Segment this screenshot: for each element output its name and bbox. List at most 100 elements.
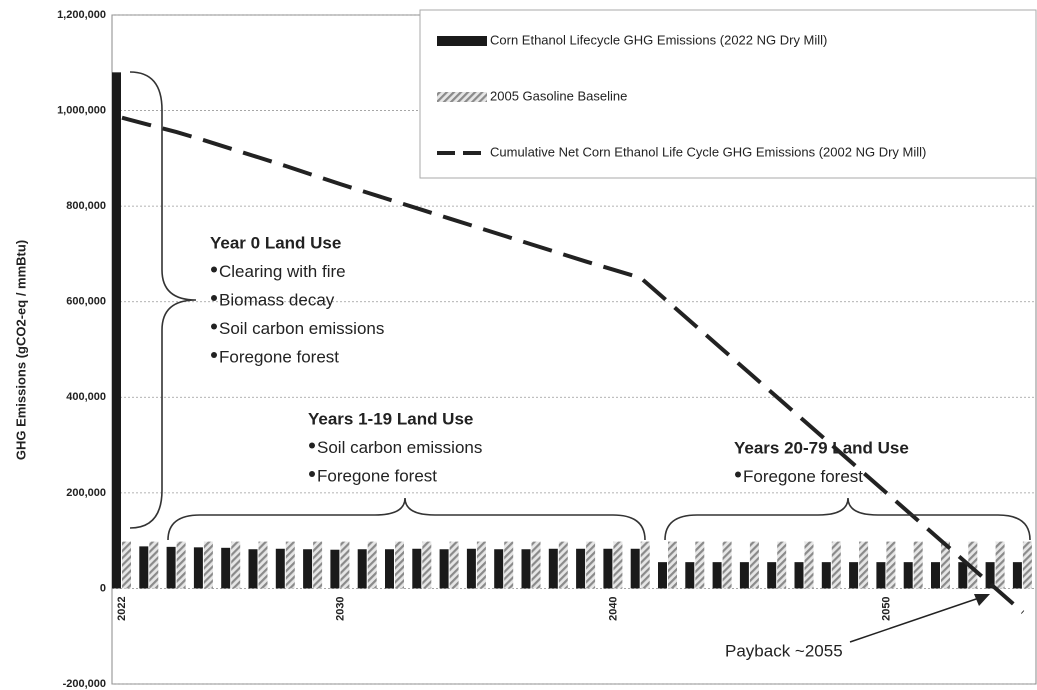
payback-arrow xyxy=(849,596,983,643)
bar xyxy=(449,541,459,589)
bar xyxy=(821,562,831,589)
annotation-item: Foregone forest xyxy=(743,467,863,486)
annotation-item: Biomass decay xyxy=(219,290,335,309)
bar xyxy=(576,548,586,589)
bar xyxy=(203,541,213,589)
bullet xyxy=(211,323,217,330)
legend-box xyxy=(419,9,1037,179)
bar xyxy=(193,547,203,589)
annotation-item: Foregone forest xyxy=(219,347,339,366)
y-tick-label: 400,000 xyxy=(66,391,106,403)
bar xyxy=(668,541,677,589)
payback-label: Payback ~2055 xyxy=(725,641,843,660)
bar xyxy=(248,549,258,589)
y-tick-label: -200,000 xyxy=(63,678,106,690)
bar xyxy=(995,541,1005,589)
bar xyxy=(722,541,732,589)
brace xyxy=(664,497,1031,541)
bar xyxy=(439,549,449,589)
bullet xyxy=(309,471,315,477)
bar xyxy=(831,541,841,589)
bar xyxy=(285,541,295,589)
bar xyxy=(685,562,695,589)
bar xyxy=(695,541,705,589)
bar xyxy=(221,547,231,589)
bar xyxy=(112,72,121,589)
bullet xyxy=(309,442,315,449)
bar xyxy=(494,549,504,589)
bar xyxy=(985,562,995,589)
bar xyxy=(357,549,367,589)
bar xyxy=(958,562,968,589)
x-tick-label: 2040 xyxy=(607,596,619,620)
x-tick-label: 2030 xyxy=(334,596,346,620)
bar xyxy=(630,548,640,589)
legend-label: Cumulative Net Corn Ethanol Life Cycle G… xyxy=(490,144,926,159)
bar xyxy=(139,546,149,589)
bar xyxy=(466,548,476,589)
bar xyxy=(521,549,531,589)
bar xyxy=(739,562,749,589)
bar xyxy=(767,562,777,589)
bar xyxy=(275,548,285,589)
brace xyxy=(167,497,646,541)
legend-swatch xyxy=(437,92,487,102)
bar xyxy=(313,541,323,589)
bar xyxy=(968,541,978,589)
legend: Corn Ethanol Lifecycle GHG Emissions (20… xyxy=(419,9,1037,179)
bar xyxy=(913,541,923,589)
bar xyxy=(1022,541,1032,589)
legend-swatch xyxy=(437,36,487,46)
braces xyxy=(129,71,1031,541)
bar xyxy=(558,541,568,589)
annotation-item: Clearing with fire xyxy=(219,262,346,281)
line-series xyxy=(121,115,1025,614)
annotation-item: Soil carbon emissions xyxy=(219,319,384,338)
annotation-item: Soil carbon emissions xyxy=(317,438,482,457)
bar xyxy=(531,541,541,589)
bar xyxy=(231,541,241,589)
y-axis-label: GHG Emissions (gCO2-eq / mmBtu) xyxy=(13,240,28,460)
bar xyxy=(712,562,722,589)
bar xyxy=(859,541,869,589)
bar xyxy=(330,549,340,589)
bar xyxy=(176,541,186,589)
brace xyxy=(129,71,197,529)
bar xyxy=(412,548,422,589)
bar xyxy=(385,549,394,589)
bar xyxy=(303,549,313,589)
bar xyxy=(941,541,950,589)
bar xyxy=(658,562,667,589)
annotation-item: Foregone forest xyxy=(317,466,437,485)
bar xyxy=(149,541,159,589)
bullet xyxy=(211,295,217,301)
bar xyxy=(640,541,650,589)
arrow-head xyxy=(974,594,990,606)
annotation-title: Year 0 Land Use xyxy=(210,233,341,252)
bar xyxy=(804,541,814,589)
bar xyxy=(876,562,886,589)
bullet xyxy=(211,266,217,273)
bar xyxy=(1012,562,1022,589)
bar xyxy=(367,541,377,589)
bar xyxy=(422,541,432,589)
bar xyxy=(548,548,558,589)
bars xyxy=(112,72,1032,589)
annotation-title: Years 1-19 Land Use xyxy=(308,409,473,428)
annotations: Year 0 Land Use Clearing with fire Biomass… xyxy=(210,233,909,486)
annotation-title: Years 20-79 Land Use xyxy=(734,438,909,457)
bar xyxy=(613,541,623,589)
bar xyxy=(603,548,613,589)
bar xyxy=(903,562,913,589)
bar xyxy=(794,562,804,589)
x-tick-label: 2050 xyxy=(880,596,892,620)
legend-label: Corn Ethanol Lifecycle GHG Emissions (20… xyxy=(490,32,827,47)
y-tick-label: 800,000 xyxy=(66,200,106,212)
bar xyxy=(166,546,176,589)
bar xyxy=(258,541,268,589)
lines xyxy=(121,115,1025,614)
bar xyxy=(886,541,896,589)
bar xyxy=(476,541,486,589)
bar xyxy=(395,541,404,589)
bar xyxy=(777,541,787,589)
